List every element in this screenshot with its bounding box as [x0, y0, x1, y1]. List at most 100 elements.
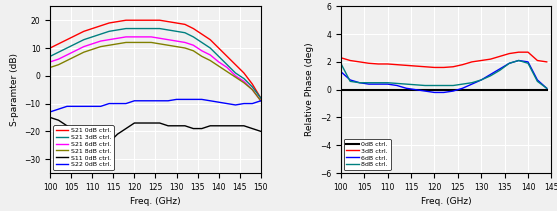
S21 0dB ctrl. — [190, 27, 197, 30]
S21 8dB ctrl. — [232, 76, 239, 78]
S22 0dB ctrl. — [232, 104, 239, 106]
8dB ctrl. — [422, 84, 428, 87]
S21 3dB ctrl. — [55, 51, 62, 53]
S22 0dB ctrl. — [63, 105, 70, 108]
S22 0dB ctrl. — [131, 100, 138, 102]
S22 0dB ctrl. — [173, 98, 180, 101]
S21 0dB ctrl. — [207, 38, 213, 41]
S21 6dB ctrl. — [114, 37, 121, 39]
S11 0dB ctrl. — [97, 150, 104, 152]
3dB ctrl. — [506, 52, 512, 55]
S21 3dB ctrl. — [207, 47, 213, 49]
6dB ctrl. — [375, 83, 382, 85]
S21 8dB ctrl. — [207, 59, 213, 62]
S11 0dB ctrl. — [89, 152, 96, 155]
S21 6dB ctrl. — [123, 36, 129, 38]
S11 0dB ctrl. — [106, 141, 113, 144]
S11 0dB ctrl. — [216, 124, 222, 127]
S22 0dB ctrl. — [198, 98, 205, 101]
6dB ctrl. — [515, 59, 522, 62]
3dB ctrl. — [459, 63, 466, 66]
S21 3dB ctrl. — [114, 29, 121, 31]
6dB ctrl. — [450, 90, 457, 92]
S21 6dB ctrl. — [224, 66, 231, 69]
S21 0dB ctrl. — [182, 23, 188, 26]
3dB ctrl. — [356, 61, 363, 63]
S21 3dB ctrl. — [182, 31, 188, 34]
8dB ctrl. — [515, 59, 522, 62]
S21 6dB ctrl. — [106, 38, 113, 41]
S11 0dB ctrl. — [55, 119, 62, 122]
S21 6dB ctrl. — [89, 43, 96, 45]
3dB ctrl. — [478, 59, 485, 62]
S22 0dB ctrl. — [123, 102, 129, 105]
3dB ctrl. — [365, 62, 372, 65]
S21 6dB ctrl. — [216, 61, 222, 63]
S21 8dB ctrl. — [131, 41, 138, 44]
S21 8dB ctrl. — [89, 48, 96, 51]
Line: S11 0dB ctrl.: S11 0dB ctrl. — [50, 118, 261, 154]
S21 3dB ctrl. — [123, 27, 129, 30]
Legend: S21 0dB ctrl., S21 3dB ctrl., S21 6dB ctrl., S21 8dB ctrl., S11 0dB ctrl., S22 0: S21 0dB ctrl., S21 3dB ctrl., S21 6dB ct… — [53, 125, 114, 170]
3dB ctrl. — [525, 51, 531, 53]
S22 0dB ctrl. — [148, 100, 155, 102]
8dB ctrl. — [356, 81, 363, 84]
S11 0dB ctrl. — [207, 124, 213, 127]
S22 0dB ctrl. — [257, 100, 264, 102]
3dB ctrl. — [412, 65, 419, 67]
S21 3dB ctrl. — [190, 36, 197, 38]
S21 6dB ctrl. — [232, 74, 239, 77]
S21 8dB ctrl. — [224, 70, 231, 73]
S21 3dB ctrl. — [106, 30, 113, 32]
0dB ctrl. — [365, 88, 372, 91]
S21 0dB ctrl. — [47, 47, 53, 49]
S11 0dB ctrl. — [257, 130, 264, 133]
S21 8dB ctrl. — [157, 43, 163, 45]
6dB ctrl. — [365, 83, 372, 85]
8dB ctrl. — [412, 84, 419, 86]
3dB ctrl. — [347, 59, 354, 62]
6dB ctrl. — [431, 91, 438, 94]
8dB ctrl. — [544, 87, 550, 89]
S21 3dB ctrl. — [216, 55, 222, 58]
Line: S21 8dB ctrl.: S21 8dB ctrl. — [50, 42, 261, 101]
6dB ctrl. — [534, 79, 541, 81]
S21 3dB ctrl. — [89, 36, 96, 38]
0dB ctrl. — [375, 88, 382, 91]
8dB ctrl. — [487, 74, 494, 77]
0dB ctrl. — [525, 88, 531, 91]
S21 8dB ctrl. — [148, 41, 155, 44]
S21 6dB ctrl. — [173, 40, 180, 42]
S21 6dB ctrl. — [81, 45, 87, 48]
S21 0dB ctrl. — [97, 24, 104, 27]
0dB ctrl. — [478, 88, 485, 91]
S21 6dB ctrl. — [207, 54, 213, 56]
Y-axis label: Relative Phase (deg): Relative Phase (deg) — [305, 43, 314, 137]
S21 8dB ctrl. — [182, 47, 188, 49]
0dB ctrl. — [544, 88, 550, 91]
S21 0dB ctrl. — [224, 55, 231, 58]
8dB ctrl. — [384, 81, 391, 84]
0dB ctrl. — [459, 88, 466, 91]
S11 0dB ctrl. — [72, 133, 79, 135]
S21 6dB ctrl. — [47, 61, 53, 63]
S22 0dB ctrl. — [89, 105, 96, 108]
0dB ctrl. — [441, 88, 447, 91]
8dB ctrl. — [441, 84, 447, 87]
8dB ctrl. — [478, 79, 485, 81]
S21 3dB ctrl. — [241, 77, 247, 80]
S21 8dB ctrl. — [114, 43, 121, 45]
S22 0dB ctrl. — [207, 100, 213, 102]
S11 0dB ctrl. — [139, 122, 146, 124]
S21 0dB ctrl. — [89, 27, 96, 30]
S21 0dB ctrl. — [232, 64, 239, 66]
S21 0dB ctrl. — [165, 20, 172, 23]
S21 0dB ctrl. — [123, 19, 129, 22]
S21 3dB ctrl. — [81, 38, 87, 41]
S22 0dB ctrl. — [47, 111, 53, 113]
S11 0dB ctrl. — [249, 127, 256, 130]
S21 8dB ctrl. — [249, 88, 256, 91]
S11 0dB ctrl. — [165, 124, 172, 127]
Line: S21 0dB ctrl.: S21 0dB ctrl. — [50, 20, 261, 98]
S21 0dB ctrl. — [55, 43, 62, 45]
